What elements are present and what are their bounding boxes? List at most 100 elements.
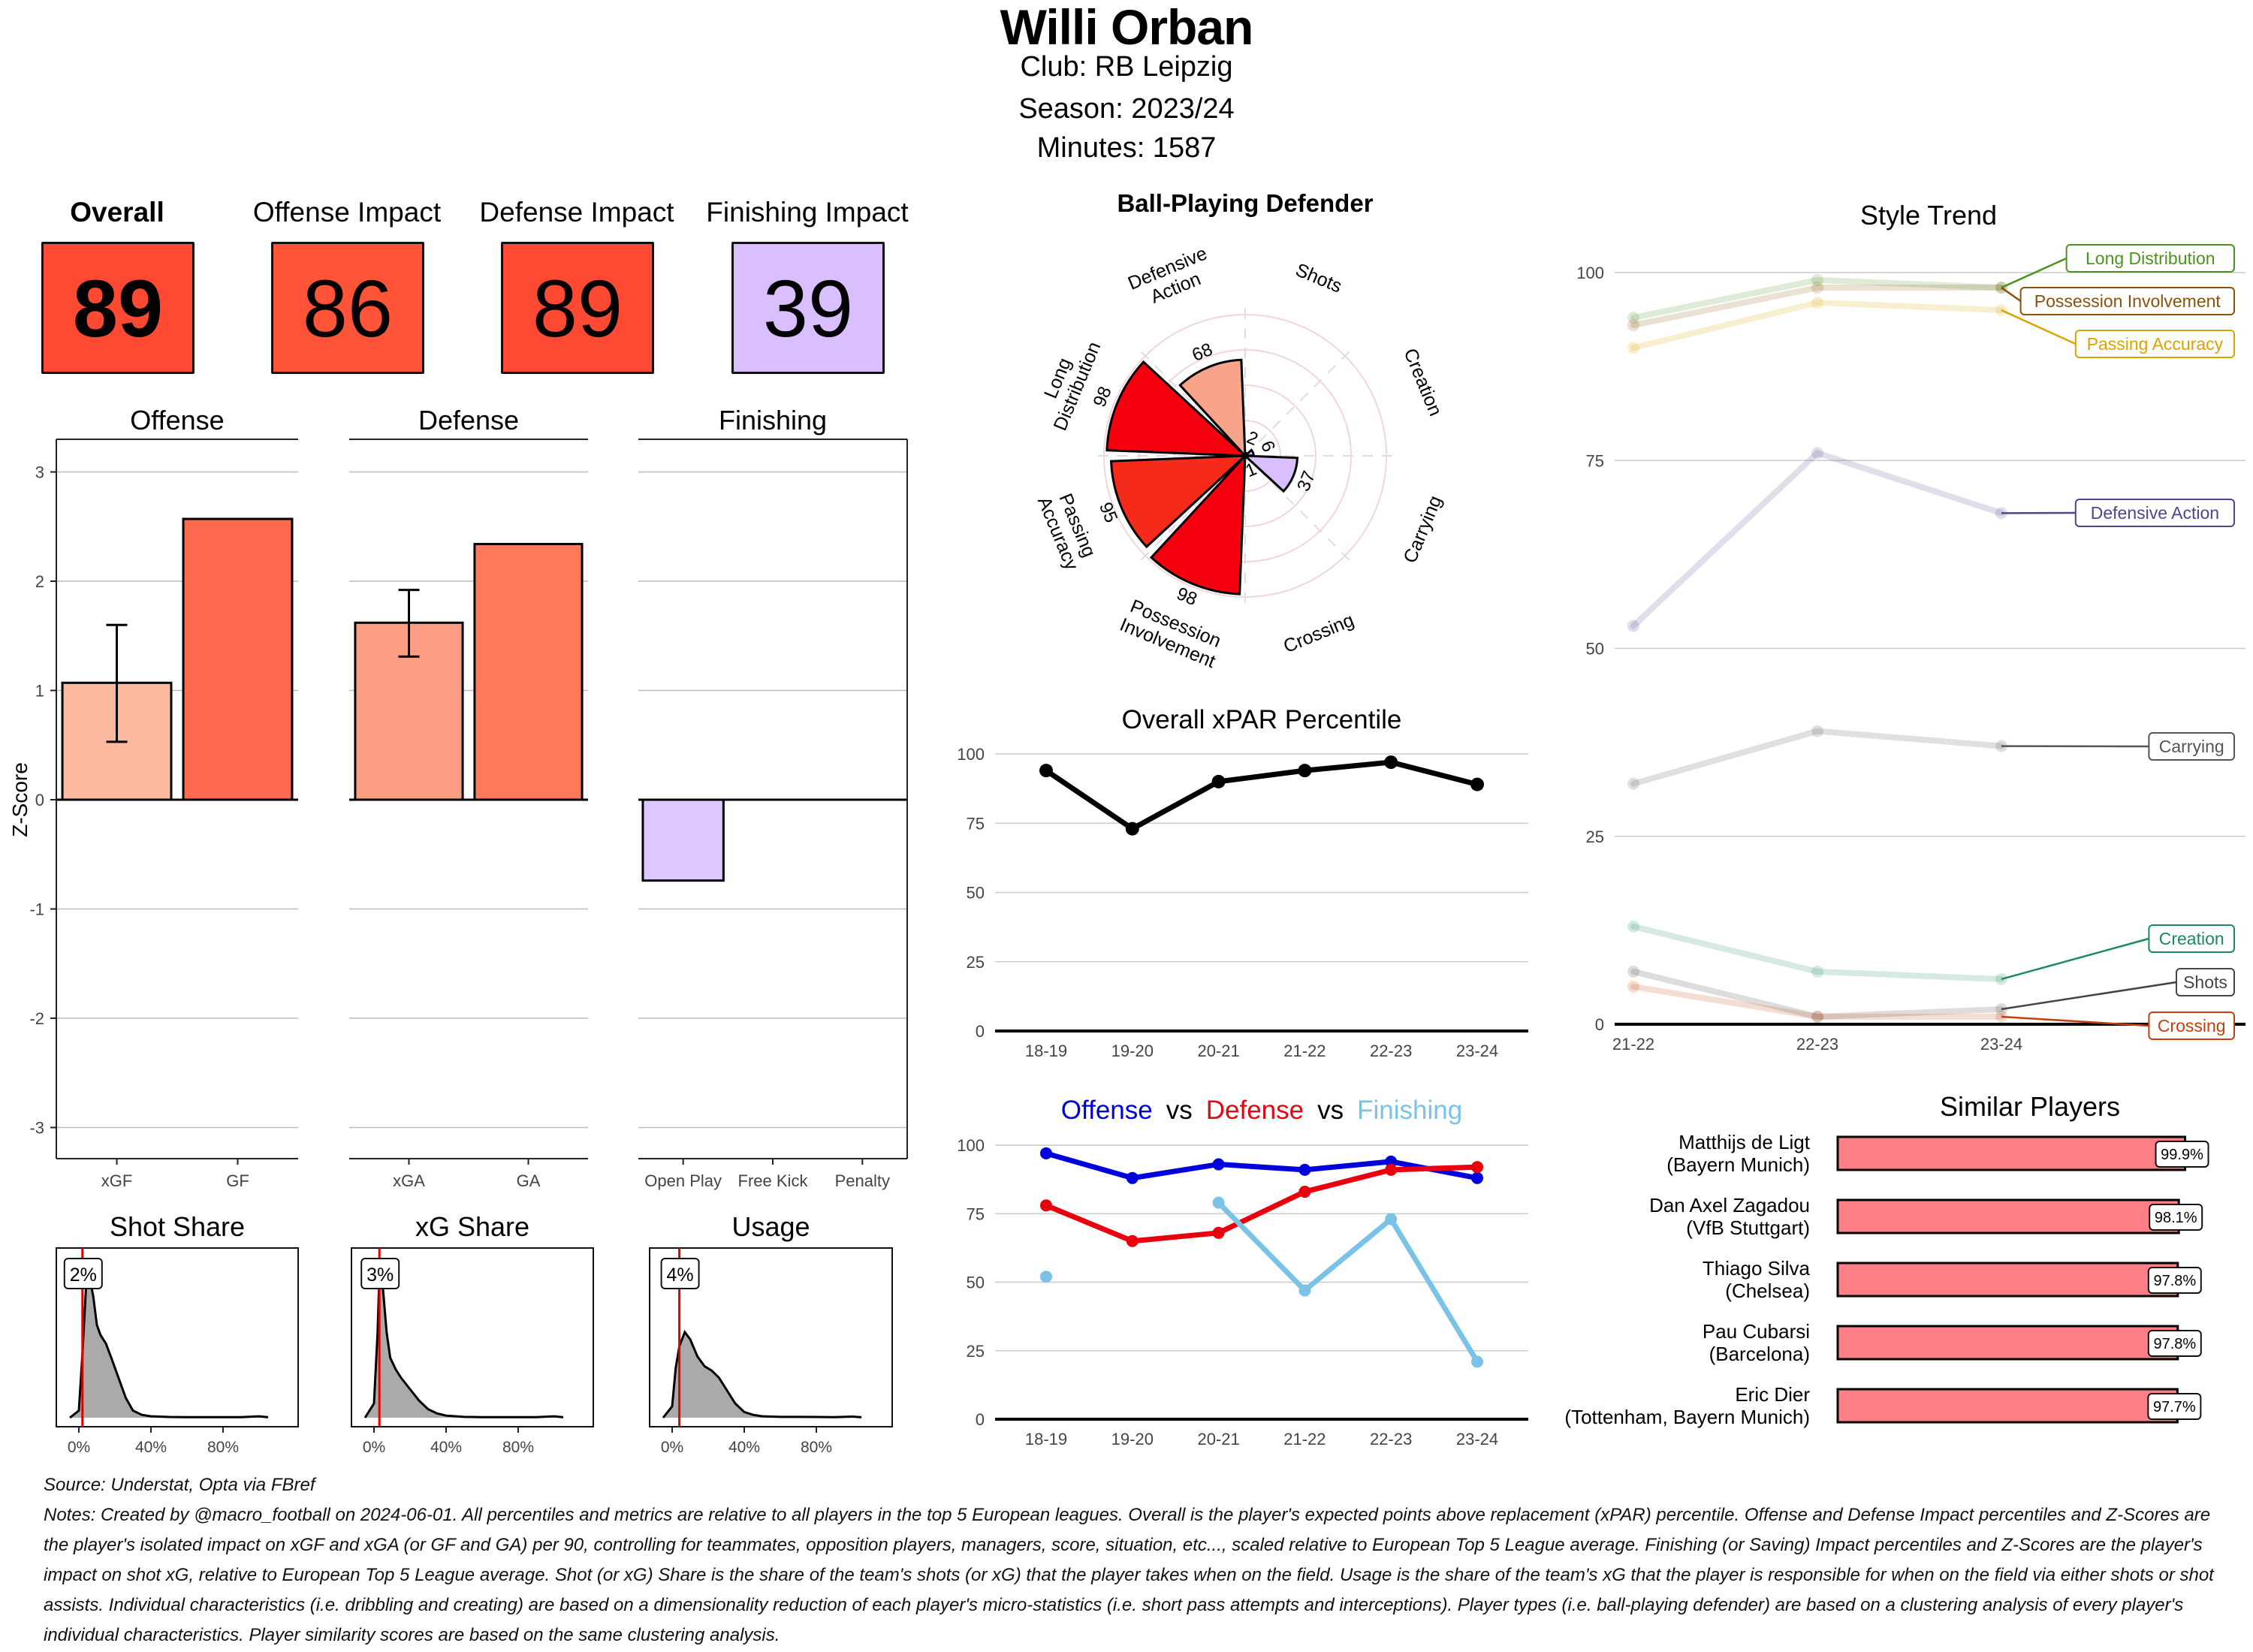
tile-label-finishing: Finishing Impact <box>706 197 909 228</box>
player-value-label-box <box>360 1258 400 1289</box>
data-point <box>1627 312 1639 324</box>
similarity-label: 97.8% <box>2153 1273 2196 1289</box>
tile-defense-impact: 89 <box>501 242 654 374</box>
y-tick-label: -3 <box>29 1119 44 1138</box>
data-point <box>1385 1155 1398 1168</box>
player-value-label-box <box>660 1258 700 1289</box>
radar-value-label: 68 <box>1189 339 1215 366</box>
radar-bar-long-distribution <box>1105 360 1249 457</box>
series-overall <box>1039 755 1484 836</box>
title-part: Defense <box>1206 1096 1304 1125</box>
series-line <box>1630 728 2004 787</box>
y-tick-label: 50 <box>967 884 985 903</box>
series-label-passing-accuracy: Passing Accuracy <box>2001 309 2236 358</box>
label-box <box>2065 244 2236 273</box>
series-finishing <box>1040 1196 1483 1368</box>
series-shots <box>1627 965 2007 1023</box>
data-point <box>1811 447 1823 460</box>
radar-category-label: Crossing <box>1280 610 1357 658</box>
x-tick-label: 40% <box>728 1439 760 1456</box>
data-point <box>1125 821 1139 836</box>
zscore-panel-offense: Offense xGF GF 3 2 1 0 -1 -2 -3 Z-Score <box>8 405 298 1190</box>
player-value-label: 3% <box>366 1265 394 1286</box>
panel-title: Usage <box>731 1211 810 1242</box>
player-name: Pau Cubarsi <box>1703 1320 1810 1343</box>
label-box <box>2148 1011 2235 1040</box>
player-name: Thiago Silva <box>1703 1257 1811 1280</box>
density-panel-xg-share: xG Share 3% 0% 40% 80% <box>351 1211 594 1456</box>
y-tick-label: -2 <box>29 1009 44 1028</box>
panel-title: Defense <box>418 405 519 436</box>
radar-value-label: 95 <box>1095 499 1121 526</box>
x-tick-label: xGA <box>393 1171 425 1190</box>
player-name: Willi Orban <box>1000 0 1254 55</box>
similarity-bar <box>1836 1135 2187 1171</box>
similar-player-row: Thiago Silva(Chelsea) 97.8% <box>1703 1257 2202 1302</box>
source-text: Source: Understat, Opta via FBref <box>44 1475 315 1495</box>
radar-category-label: Carrying <box>1400 493 1446 566</box>
series-label-creation: Creation <box>2001 924 2235 981</box>
season-line: Season: 2023/24 <box>1018 93 1235 125</box>
radar-category-word: Creation <box>1399 345 1446 419</box>
similar-player-row: Eric Dier(Tottenham, Bayern Munich) 97.7% <box>1564 1383 2202 1428</box>
y-tick-label: 2 <box>35 572 44 591</box>
radar-category-label: PossessionInvolvement <box>1117 595 1226 672</box>
zscore-panel-defense: Defense xGA GA <box>349 405 588 1190</box>
series-label-carrying: Carrying <box>2001 732 2235 761</box>
minutes-line: Minutes: 1587 <box>1036 132 1217 164</box>
series-line <box>1043 1150 1480 1181</box>
radar-bar-defensive-action <box>1178 358 1247 460</box>
label-text: Creation <box>2159 929 2224 948</box>
player-club: (VfB Stuttgart) <box>1686 1216 1810 1239</box>
title-part: Offense <box>1061 1096 1153 1125</box>
radar-category-word: Crossing <box>1280 610 1357 658</box>
style-radar-chart: Ball-Playing Defender2Shots6Creation37Ca… <box>1033 189 1446 672</box>
label-leader-line <box>2001 257 2068 289</box>
x-tick-label: GA <box>517 1171 541 1190</box>
similar-players-chart: Similar Players Matthijs de Ligt(Bayern M… <box>1564 1091 2209 1428</box>
label-text: Passing Accuracy <box>2087 334 2224 354</box>
player-club: (Tottenham, Bayern Munich) <box>1564 1406 1810 1428</box>
label-leader-line <box>2001 981 2177 1011</box>
radar-category-label: PassingAccuracy <box>1033 486 1102 574</box>
radar-category-label: DefensiveAction <box>1125 243 1218 313</box>
similarity-bar <box>1836 1325 2179 1361</box>
series-line <box>1630 450 2004 629</box>
series-line <box>1630 983 2004 1020</box>
bar-gf <box>182 517 294 801</box>
error-bar <box>106 623 128 743</box>
label-text: Defensive Action <box>2091 503 2219 523</box>
panel-title: Offense <box>130 405 224 436</box>
x-tick-label: 22-23 <box>1796 1035 1838 1054</box>
x-tick-label: 80% <box>502 1439 534 1456</box>
y-tick-label: 0 <box>976 1022 985 1041</box>
series-line <box>1216 1200 1480 1364</box>
series-line <box>1630 277 2004 321</box>
panel-border <box>649 1247 893 1427</box>
similarity-label: 97.7% <box>2153 1399 2196 1415</box>
x-tick-label: 0% <box>363 1439 385 1456</box>
style-trend-chart: Style Trend 0 25 50 75 100 21-22 22-23 23-24 Long… <box>1576 200 2245 1054</box>
tile-offense-impact: 86 <box>271 242 424 374</box>
x-tick-label: 40% <box>430 1439 462 1456</box>
radar-spoke <box>1244 350 1351 457</box>
x-tick-label: 19-20 <box>1111 1042 1154 1060</box>
title-part: vs <box>1317 1096 1344 1125</box>
similarity-bar <box>1836 1262 2179 1298</box>
player-value-label: 4% <box>667 1265 694 1286</box>
error-bar <box>398 589 420 658</box>
y-tick-label: 0 <box>976 1410 985 1429</box>
similarity-label-box <box>2149 1204 2203 1231</box>
data-point <box>1627 620 1639 632</box>
radar-value-label: 98 <box>1090 384 1116 410</box>
player-value-label-box <box>63 1258 103 1289</box>
y-tick-label: 25 <box>1586 828 1604 846</box>
chart-title: Similar Players <box>1940 1091 2120 1122</box>
similarity-label-box <box>2147 1330 2202 1357</box>
similarity-label: 99.9% <box>2161 1147 2203 1163</box>
similar-player-row: Pau Cubarsi(Barcelona) 97.8% <box>1703 1320 2202 1365</box>
x-tick-label: 18-19 <box>1025 1042 1067 1060</box>
data-point <box>1039 764 1053 778</box>
data-point <box>1471 1171 1483 1184</box>
